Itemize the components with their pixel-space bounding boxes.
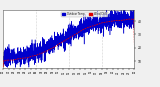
Legend: Outdoor Temp, Wind Chill: Outdoor Temp, Wind Chill [61, 12, 108, 17]
